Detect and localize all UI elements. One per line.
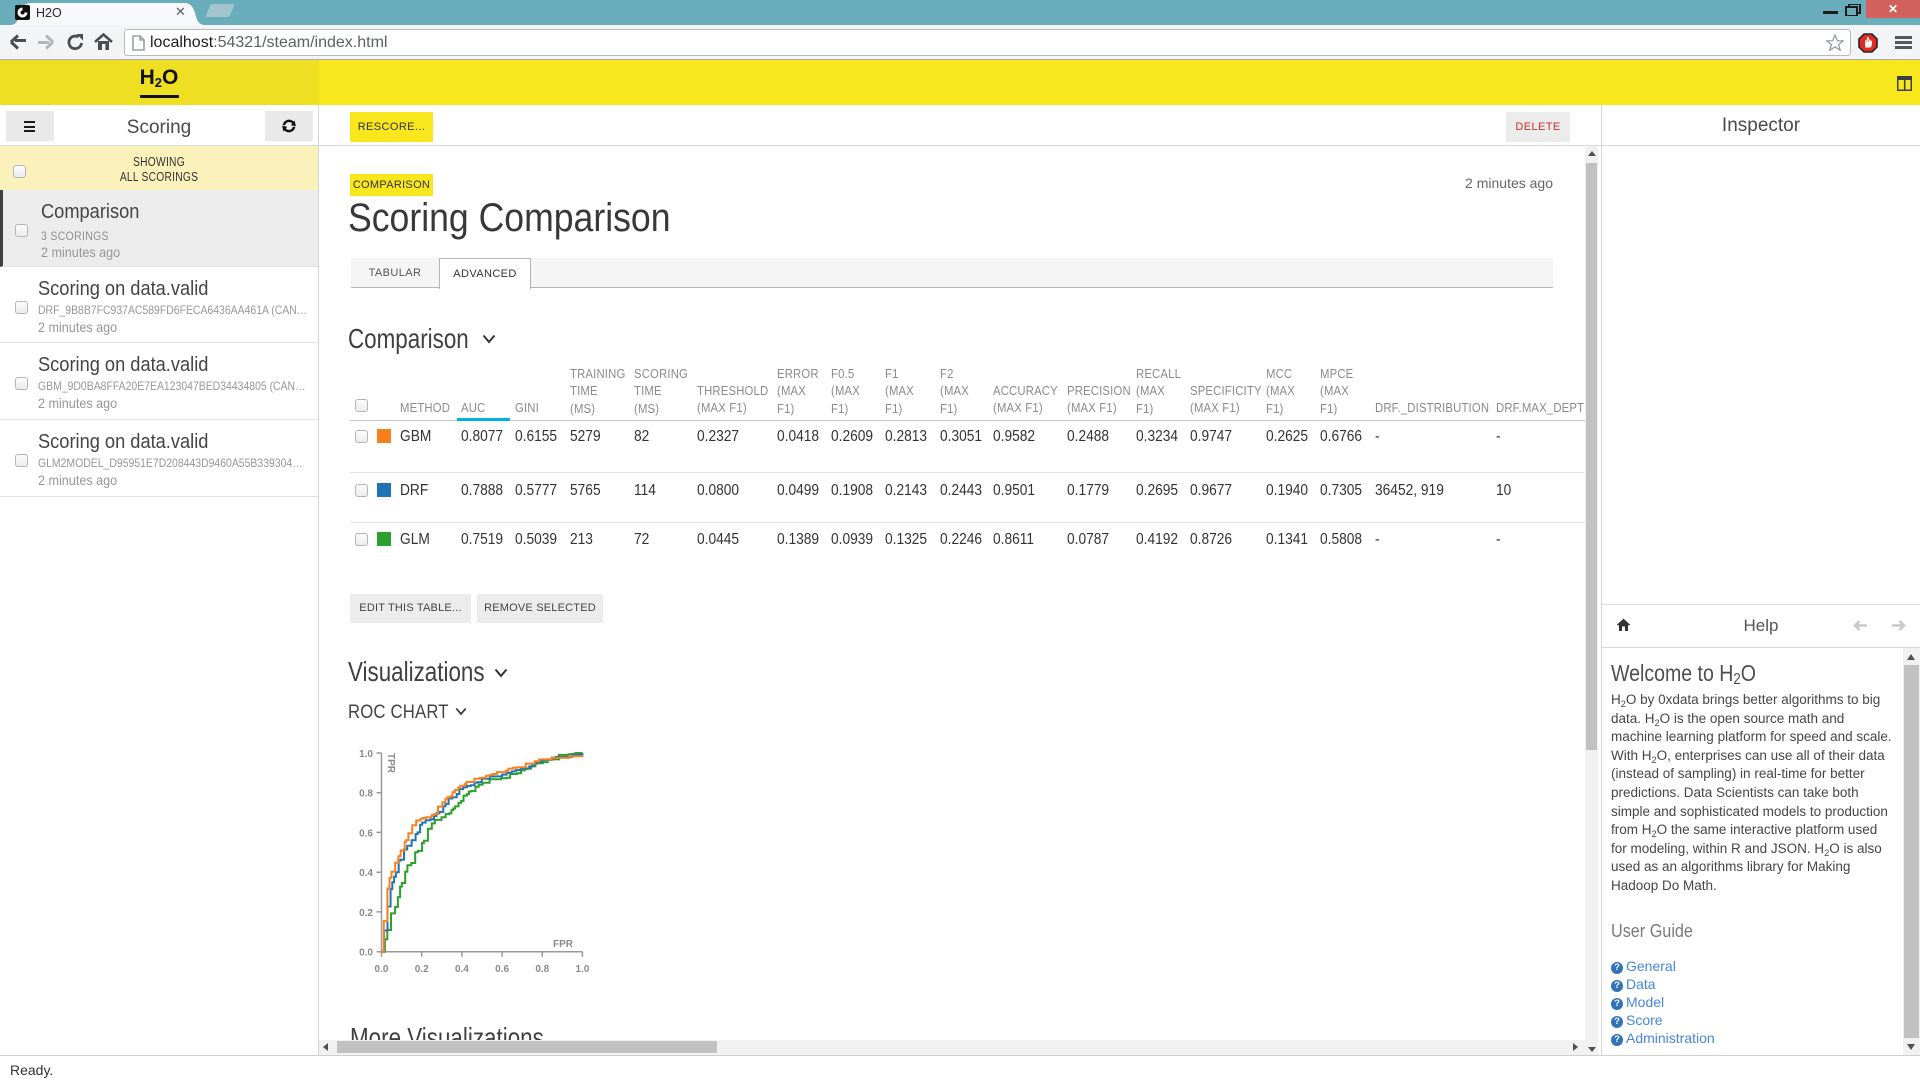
svg-text:0.6: 0.6 [359, 828, 373, 839]
svg-text:0.2: 0.2 [415, 964, 429, 975]
svg-text:0.2: 0.2 [359, 908, 373, 919]
svg-text:TPR: TPR [385, 753, 396, 774]
svg-text:0.0: 0.0 [359, 948, 373, 959]
svg-text:0.8: 0.8 [359, 789, 373, 800]
svg-text:0.8: 0.8 [535, 964, 549, 975]
svg-text:0.4: 0.4 [455, 964, 469, 975]
svg-text:1.0: 1.0 [359, 749, 373, 760]
svg-text:0.0: 0.0 [375, 964, 389, 975]
svg-text:0.6: 0.6 [495, 964, 509, 975]
svg-text:FPR: FPR [553, 939, 574, 950]
svg-text:1.0: 1.0 [575, 964, 589, 975]
svg-text:0.4: 0.4 [359, 868, 373, 879]
